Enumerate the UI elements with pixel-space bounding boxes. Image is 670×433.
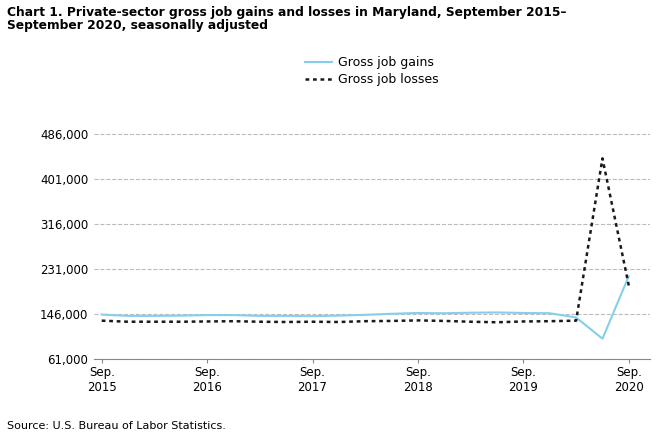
Legend: Gross job gains, Gross job losses: Gross job gains, Gross job losses bbox=[299, 51, 444, 91]
Text: Source: U.S. Bureau of Labor Statistics.: Source: U.S. Bureau of Labor Statistics. bbox=[7, 421, 226, 431]
Text: Chart 1. Private-sector gross job gains and losses in Maryland, September 2015–: Chart 1. Private-sector gross job gains … bbox=[7, 6, 566, 19]
Text: September 2020, seasonally adjusted: September 2020, seasonally adjusted bbox=[7, 19, 268, 32]
